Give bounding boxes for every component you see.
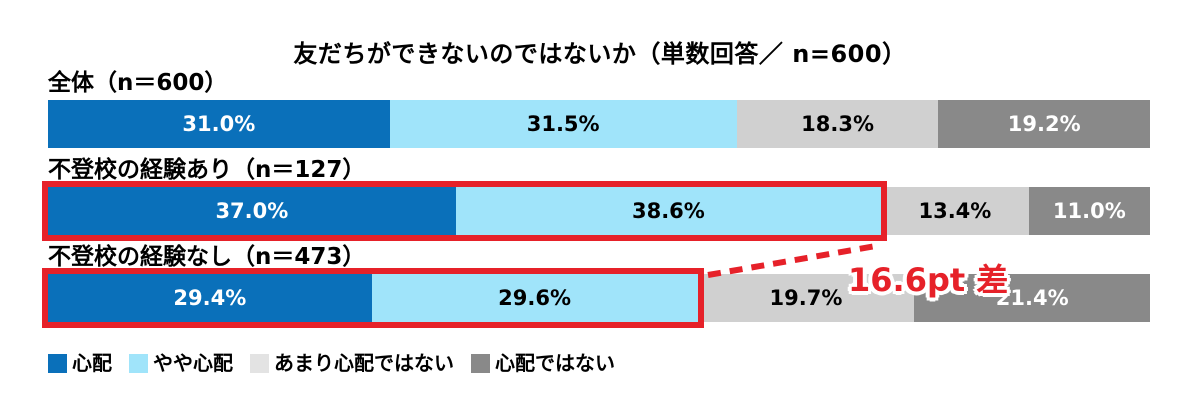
row-label-futoukou-nashi: 不登校の経験なし（n＝473） (48, 244, 366, 270)
legend-swatch-icon (250, 353, 269, 373)
legend-swatch-icon (129, 353, 148, 373)
bar-segment: 19.7% (697, 274, 915, 322)
legend-label: 心配 (72, 351, 112, 375)
legend-item-shinpai-dewanai: 心配ではない (471, 352, 615, 374)
row-label-futoukou-ari: 不登校の経験あり（n＝127） (48, 157, 366, 183)
legend-item-shinpai: 心配 (48, 352, 112, 374)
row-label-overall: 全体（n＝600） (48, 70, 228, 96)
legend-item-yaya-shinpai: やや心配 (129, 352, 233, 374)
bar-segment: 11.0% (1028, 187, 1150, 235)
legend-swatch-icon (48, 353, 67, 373)
bar-segment: 21.4% (914, 274, 1150, 322)
bar-segment: 31.0% (48, 100, 390, 148)
bar-segment: 31.5% (389, 100, 737, 148)
bar-segment: 19.2% (938, 100, 1150, 148)
difference-annotation: 16.6pt 差 (848, 261, 1009, 299)
chart-title: 友だちができないのではないか（単数回答／ n=600） (293, 40, 907, 68)
dashed-connector-line (707, 243, 877, 278)
bar-segment: 29.4% (48, 274, 372, 322)
stacked-bar-chart: 全体（n＝600） 31.0% 31.5% 18.3% 19.2% 不登校の経験… (42, 70, 1150, 330)
legend-label: 心配ではない (495, 351, 615, 375)
bar-segment: 37.0% (48, 187, 456, 235)
legend-item-amari-shinpai-dewanai: あまり心配ではない (250, 352, 454, 374)
bar-segment: 38.6% (455, 187, 882, 235)
legend-label: あまり心配ではない (274, 351, 454, 375)
bar-segment: 18.3% (736, 100, 939, 148)
bar-row-futoukou-ari: 37.0% 38.6% 13.4% 11.0% (42, 181, 1150, 241)
chart-legend: 心配 やや心配 あまり心配ではない 心配ではない (48, 352, 615, 374)
bar-segment: 13.4% (881, 187, 1029, 235)
legend-swatch-icon (471, 353, 490, 373)
bar-row-overall: 31.0% 31.5% 18.3% 19.2% (48, 100, 1150, 148)
bar-segment: 29.6% (371, 274, 698, 322)
legend-label: やや心配 (153, 351, 233, 375)
